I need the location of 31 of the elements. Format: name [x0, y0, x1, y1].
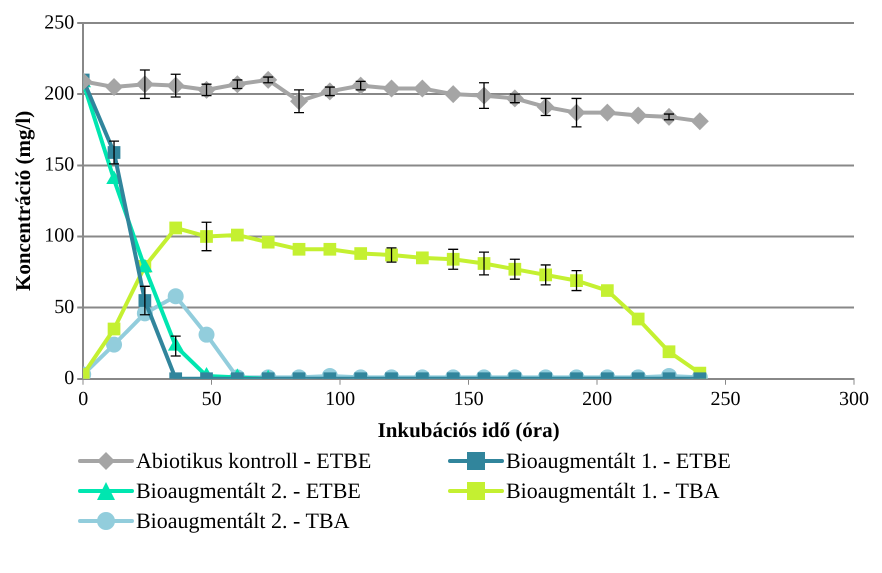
point [598, 104, 616, 122]
point [228, 75, 246, 94]
point [444, 85, 462, 104]
y-tick-label: 200 [44, 82, 74, 104]
x-tick-label: 250 [710, 388, 741, 410]
y-tick-label: 100 [44, 224, 74, 247]
x-tick-label: 150 [454, 388, 484, 410]
point [108, 146, 120, 159]
point [690, 112, 709, 130]
x-axis-title: Inkubációs idő (óra) [378, 418, 560, 442]
x-tick-label: 300 [839, 388, 869, 410]
legend-label: Bioaugmentált 1. - TBA [506, 478, 720, 504]
legend-label: Abiotikus kontroll - ETBE [136, 448, 372, 474]
y-tick-label: 150 [44, 154, 74, 176]
x-tick-label: 0 [78, 388, 88, 410]
point [352, 76, 370, 95]
point [320, 82, 339, 100]
point [198, 80, 216, 99]
y-tick-label: 0 [64, 367, 74, 390]
legend-label: Bioaugmentált 2. - TBA [136, 508, 350, 534]
y-tick-label: 50 [54, 296, 74, 318]
x-tick-label: 100 [325, 388, 356, 410]
point [629, 106, 648, 125]
point [506, 89, 524, 108]
y-tick-label: 250 [44, 11, 74, 34]
legend-label: Bioaugmentált 2. - ETBE [136, 478, 361, 504]
y-axis-title: Koncentráció (mg/l) [11, 110, 36, 291]
x-tick-label: 50 [202, 388, 222, 410]
point [105, 78, 124, 96]
legend-label: Bioaugmentált 1. - ETBE [506, 448, 731, 474]
x-tick-label: 200 [582, 388, 612, 410]
